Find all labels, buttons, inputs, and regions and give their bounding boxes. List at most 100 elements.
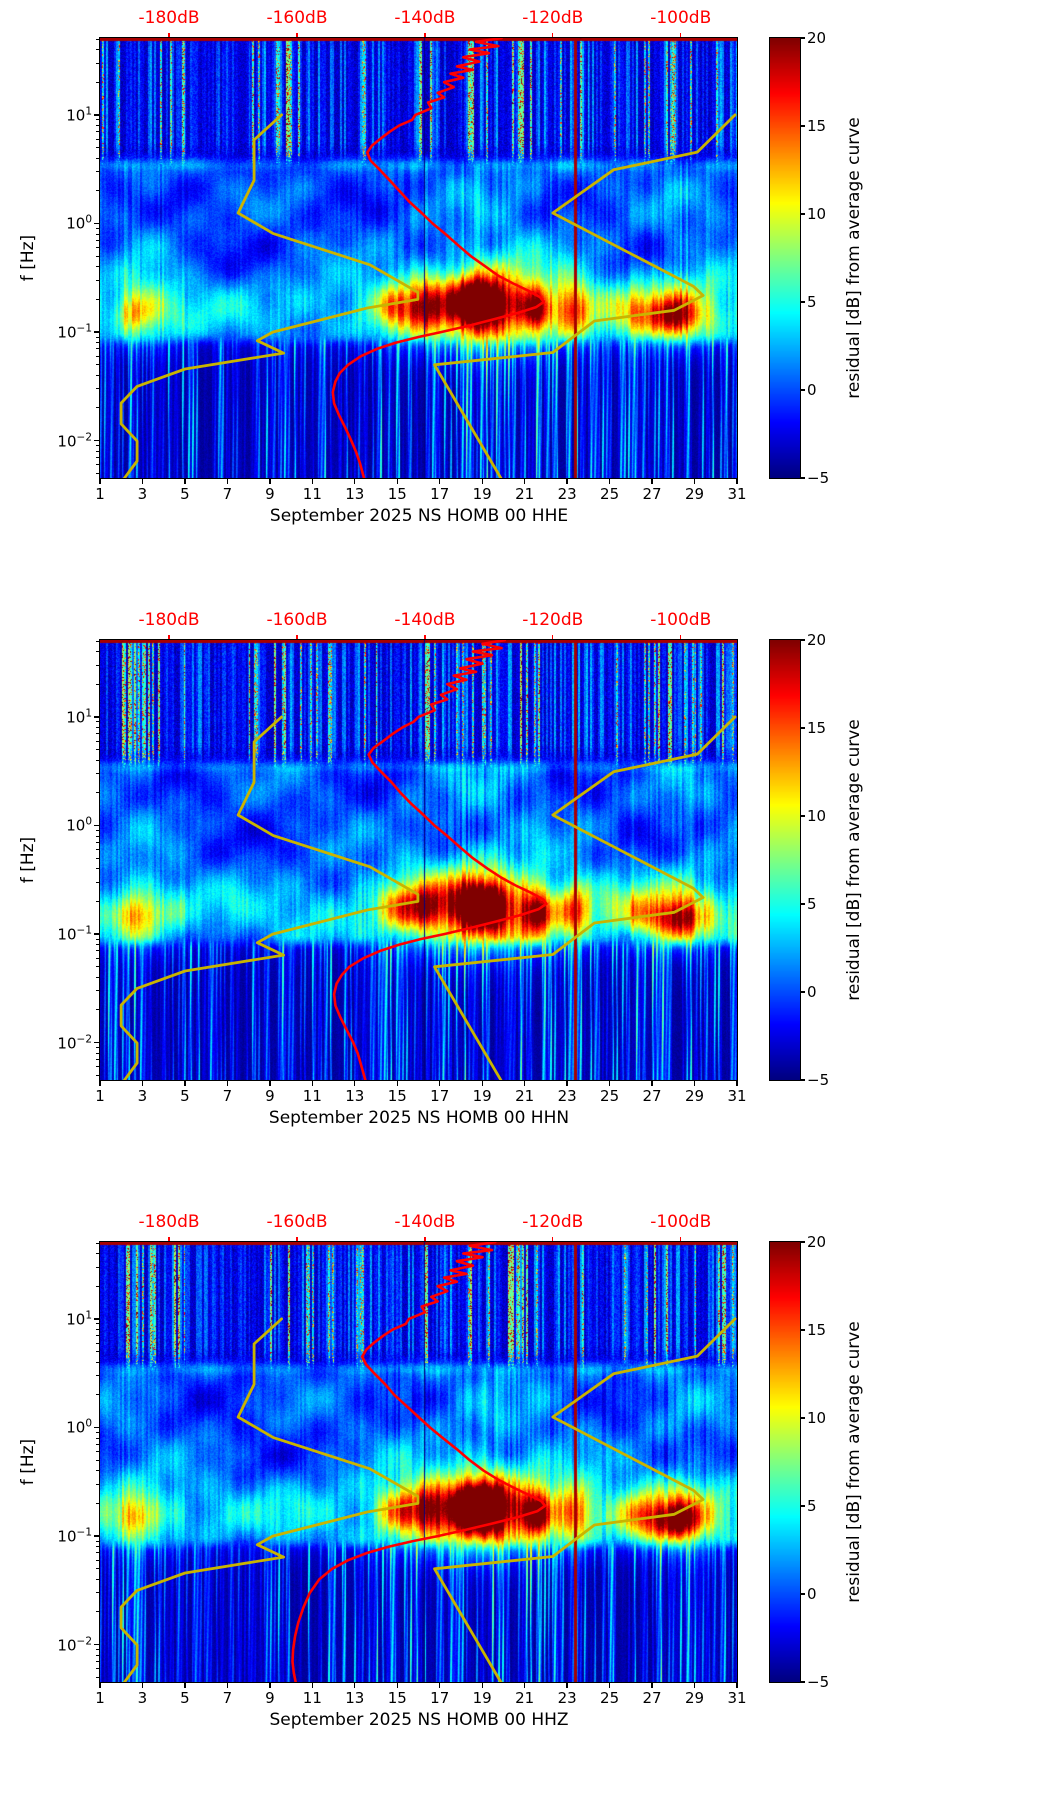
y-minor-tick-mark (96, 1660, 99, 1662)
top-axis-tick-mark (680, 635, 682, 640)
nlnm-model-curve (119, 113, 420, 478)
x-tick-label: 9 (265, 1087, 275, 1105)
colorbar-label: residual [dB] from average curve (844, 1321, 864, 1603)
y-minor-tick-mark (96, 664, 99, 666)
x-tick-label: 11 (302, 1087, 322, 1105)
y-minor-tick-mark (96, 1437, 99, 1439)
x-tick-mark (354, 1081, 356, 1086)
colorbar-tick-mark (801, 1079, 805, 1081)
x-tick-mark (439, 1683, 441, 1688)
x-tick-mark (651, 1081, 653, 1086)
colorbar-tick-labels: 20 15 10 5 0 −5 (0, 602, 1052, 1204)
y-minor-tick-mark (96, 1266, 99, 1268)
axis-tick-marks (0, 0, 1052, 602)
y-tick-exponent: 1 (85, 707, 92, 720)
y-minor-tick-mark (96, 944, 99, 946)
x-axis-tick-labels: 1 3 5 7 9 11 13 15 17 19 21 23 25 27 29 31 (0, 0, 1052, 602)
y-tick-exponent: −1 (76, 924, 92, 937)
colorbar-tick-labels: 20 15 10 5 0 −5 (0, 1204, 1052, 1806)
noise-curves-overlay (119, 1242, 737, 1682)
x-tick-label: 21 (515, 1689, 535, 1707)
y-minor-tick-mark (96, 1649, 99, 1651)
spectrogram-plot-area (99, 37, 738, 479)
x-tick-label: 23 (557, 1689, 577, 1707)
top-axis-tick-label: -120dB (522, 1212, 584, 1232)
top-axis-tick-label: -160dB (266, 8, 328, 28)
y-minor-tick-mark (96, 407, 99, 409)
nhnm-model-curve (433, 715, 737, 1080)
top-axis-tick-mark (552, 1237, 554, 1242)
y-tick-exponent: 1 (85, 1309, 92, 1322)
nlnm-model-curve (119, 715, 420, 1080)
y-minor-tick-mark (96, 835, 99, 837)
x-tick-label: 13 (345, 485, 365, 503)
colorbar-tick-mark (801, 301, 805, 303)
x-tick-mark (269, 1683, 271, 1688)
y-minor-tick-mark (96, 364, 99, 366)
y-tick-label: 10−1 (57, 322, 92, 342)
x-tick-mark (608, 1683, 611, 1688)
x-tick-mark (311, 479, 314, 484)
y-minor-tick-mark (96, 374, 99, 376)
top-axis-tick-label: -140dB (394, 1212, 456, 1232)
y-minor-tick-mark (96, 651, 99, 653)
colorbar-label: residual [dB] from average curve (844, 117, 864, 399)
y-tick-label: 10−1 (57, 924, 92, 944)
colorbar-tick-label: 15 (807, 1321, 827, 1339)
colorbar-tick-mark (801, 1505, 805, 1507)
y-minor-tick-mark (96, 450, 99, 452)
y-minor-tick-mark (96, 298, 99, 300)
x-tick-mark (693, 1081, 696, 1086)
y-tick-label: 100 (66, 1417, 92, 1437)
y-minor-tick-mark (96, 1559, 99, 1561)
y-minor-tick-mark (96, 857, 99, 859)
colorbar-tick-mark (801, 37, 805, 39)
top-axis-tick-labels: -180dB -160dB -140dB -120dB -100dB (0, 1204, 1052, 1806)
colorbar-tick-label: 20 (807, 1233, 827, 1251)
x-tick-mark (141, 479, 144, 484)
colorbar-tick-labels: 20 15 10 5 0 −5 (0, 0, 1052, 602)
spectrogram-plot-area (99, 1241, 738, 1683)
colorbar-tick-label: 10 (807, 205, 827, 223)
nhnm-model-curve (433, 113, 737, 478)
x-tick-mark (226, 1081, 229, 1086)
x-tick-mark (396, 479, 398, 484)
y-minor-tick-mark (96, 190, 99, 192)
y-tick-exponent: −1 (76, 1526, 92, 1539)
y-minor-tick-mark (96, 881, 99, 883)
x-tick-label: 17 (430, 1087, 450, 1105)
y-minor-tick-mark (96, 1074, 99, 1076)
x-tick-label: 5 (180, 1689, 190, 1707)
y-tick-mark (94, 1426, 99, 1429)
y-tick-mark (94, 222, 99, 225)
y-minor-tick-mark (96, 740, 99, 742)
nlnm-model-curve (119, 1317, 420, 1682)
top-axis-tick-label: -100dB (650, 8, 712, 28)
spectrogram-panel-hhe: -180dB -160dB -140dB -120dB -100dB 101 100 10−… (0, 0, 1052, 602)
x-tick-label: 11 (302, 485, 322, 503)
x-tick-mark (608, 479, 611, 484)
y-tick-mark (94, 1318, 99, 1320)
top-axis-tick-label: -140dB (394, 8, 456, 28)
spectrogram-heatmap (100, 38, 737, 478)
y-minor-tick-mark (96, 640, 99, 642)
y-minor-tick-mark (96, 1540, 99, 1542)
x-tick-mark (523, 1081, 526, 1086)
y-tick-mark (94, 716, 99, 718)
y-minor-tick-mark (96, 131, 99, 133)
x-tick-label: 7 (222, 485, 233, 503)
x-tick-label: 5 (180, 1087, 190, 1105)
average-psd-curve (331, 38, 546, 478)
top-axis-tick-label: -160dB (266, 1212, 328, 1232)
x-tick-label: 25 (600, 485, 620, 503)
x-tick-label: 31 (727, 485, 747, 503)
colorbar-tick-mark (801, 991, 805, 993)
colorbar-label: residual [dB] from average curve (844, 719, 864, 1001)
top-axis-tick-mark (424, 33, 426, 38)
y-minor-tick-mark (96, 1242, 99, 1244)
y-minor-tick-mark (96, 138, 99, 140)
y-minor-tick-mark (96, 1285, 99, 1287)
x-tick-label: 13 (345, 1689, 365, 1707)
colorbar-tick-mark (801, 1593, 805, 1595)
x-tick-mark (651, 479, 653, 484)
